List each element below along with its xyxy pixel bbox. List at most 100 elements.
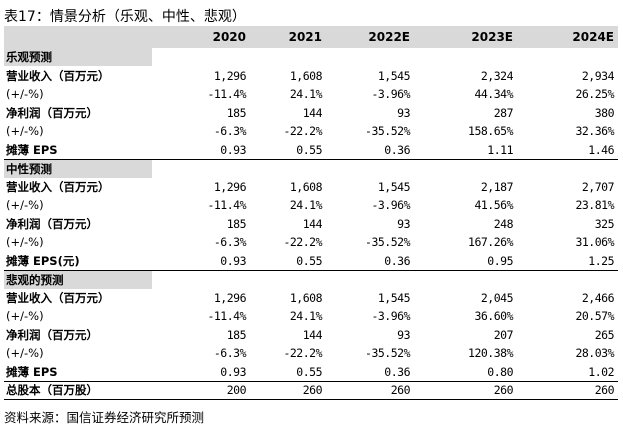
value-cell: 36.60%: [474, 309, 513, 324]
section-title: 中性预测: [4, 159, 152, 178]
value-cell: -22.2%: [283, 235, 322, 250]
value-cell: -11.4%: [207, 309, 246, 324]
table-row: 净利润（百万元） 185 144 93 207 265: [4, 326, 618, 345]
value-cell: 1,608: [289, 68, 323, 83]
value-cell: 0.55: [250, 251, 326, 271]
table-title: 表17：情景分析（乐观、中性、悲观）: [4, 9, 246, 25]
value-cell: 167.26%: [468, 235, 513, 250]
empty-cell: [414, 158, 517, 178]
year-header: 2021: [288, 30, 322, 44]
value-cell: 260: [390, 383, 411, 398]
value-cell: 1,608: [289, 290, 323, 305]
row-label: 营业收入（百万元）: [6, 68, 110, 83]
value-cell: 0.93: [152, 251, 250, 271]
row-label: 营业收入（百万元）: [6, 179, 110, 194]
value-cell: 1.02: [517, 362, 618, 382]
value-cell: 44.34%: [474, 87, 513, 102]
empty-cell: [414, 48, 517, 67]
year-header: 2020: [212, 30, 246, 44]
value-cell: 265: [594, 327, 615, 342]
value-cell: -11.4%: [207, 87, 246, 102]
table-row: 摊薄 EPS 0.93 0.55 0.36 0.80 1.02: [4, 362, 618, 382]
table-row: (+/-%) -11.4% 24.1% -3.96% 44.34% 26.25%: [4, 85, 618, 104]
row-label: (+/-%): [6, 309, 44, 324]
value-cell: 32.36%: [575, 124, 614, 139]
table-row: (+/-%) -11.4% 24.1% -3.96% 36.60% 20.57%: [4, 307, 618, 326]
row-label: 摊薄 EPS(元): [4, 251, 152, 271]
empty-cell: [152, 158, 250, 178]
value-cell: 0.55: [250, 362, 326, 382]
year-header: 2023E: [471, 30, 513, 44]
value-cell: 185: [226, 216, 247, 231]
value-cell: 0.36: [326, 140, 414, 160]
row-label: (+/-%): [6, 87, 44, 102]
table-row: 摊薄 EPS(元) 0.93 0.55 0.36 0.95 1.25: [4, 251, 618, 271]
year-header: 2024E: [572, 30, 614, 44]
empty-cell: [517, 158, 618, 178]
value-cell: 287: [493, 105, 514, 120]
value-cell: -22.2%: [283, 346, 322, 361]
row-label: 净利润（百万元）: [6, 216, 98, 231]
value-cell: 20.57%: [575, 309, 614, 324]
value-cell: 260: [594, 383, 615, 398]
section-header-row: 乐观预测: [4, 48, 618, 67]
value-cell: 93: [397, 105, 410, 120]
empty-cell: [326, 48, 414, 67]
value-cell: 1,545: [377, 68, 411, 83]
value-cell: 2,934: [581, 68, 615, 83]
year-header: 2022E: [368, 30, 410, 44]
section-header-row: 中性预测: [4, 158, 618, 178]
value-cell: 144: [302, 327, 323, 342]
value-cell: -3.96%: [371, 87, 410, 102]
row-label: 净利润（百万元）: [6, 327, 98, 342]
value-cell: 207: [493, 327, 514, 342]
value-cell: 41.56%: [474, 198, 513, 213]
value-cell: 2,466: [581, 290, 615, 305]
value-cell: 24.1%: [289, 309, 323, 324]
value-cell: 0.93: [152, 362, 250, 382]
source-note: 资料来源：国信证券经济研究所预测: [4, 410, 205, 425]
empty-cell: [250, 269, 326, 289]
section-title-cell: 悲观的预测: [4, 269, 152, 289]
empty-cell: [250, 48, 326, 67]
value-cell: -35.52%: [365, 346, 410, 361]
empty-cell: [152, 48, 250, 67]
value-cell: 0.36: [326, 251, 414, 271]
value-cell: 1.11: [414, 140, 517, 160]
value-cell: 380: [594, 105, 615, 120]
value-cell: 26.25%: [575, 87, 614, 102]
value-cell: 144: [302, 216, 323, 231]
header-row: 2020 2021 2022E 2023E 2024E: [4, 26, 618, 48]
value-cell: 93: [397, 327, 410, 342]
row-label: 总股本（百万股）: [6, 383, 98, 398]
value-cell: 0.93: [152, 140, 250, 160]
value-cell: 1,545: [377, 179, 411, 194]
table-row: (+/-%) -6.3% -22.2% -35.52% 120.38% 28.03%: [4, 344, 618, 363]
empty-cell: [326, 269, 414, 289]
value-cell: -3.96%: [371, 309, 410, 324]
value-cell: 2,187: [480, 179, 514, 194]
table-body: 乐观预测 营业收入（百万元） 1,296 1,608 1,545 2,324 2,934 (+…: [4, 48, 618, 400]
table-row: 净利润（百万元） 185 144 93 287 380: [4, 104, 618, 123]
table-row: 净利润（百万元） 185 144 93 248 325: [4, 215, 618, 234]
value-cell: 23.81%: [575, 198, 614, 213]
value-cell: 24.1%: [289, 87, 323, 102]
table-row: (+/-%) -6.3% -22.2% -35.52% 158.65% 32.36%: [4, 122, 618, 141]
section-title-cell: 中性预测: [4, 158, 152, 178]
empty-cell: [152, 269, 250, 289]
value-cell: -3.96%: [371, 198, 410, 213]
value-cell: 2,045: [480, 290, 514, 305]
value-cell: 120.38%: [468, 346, 513, 361]
value-cell: -35.52%: [365, 235, 410, 250]
value-cell: 1,296: [213, 68, 247, 83]
table-row: 摊薄 EPS 0.93 0.55 0.36 1.11 1.46: [4, 140, 618, 160]
value-cell: 24.1%: [289, 198, 323, 213]
table-row: 营业收入（百万元） 1,296 1,608 1,545 2,187 2,707: [4, 178, 618, 197]
empty-cell: [250, 158, 326, 178]
value-cell: -6.3%: [213, 346, 247, 361]
value-cell: -35.52%: [365, 124, 410, 139]
value-cell: 0.36: [326, 362, 414, 382]
value-cell: -6.3%: [213, 235, 247, 250]
row-label: (+/-%): [6, 346, 44, 361]
row-label: (+/-%): [6, 124, 44, 139]
